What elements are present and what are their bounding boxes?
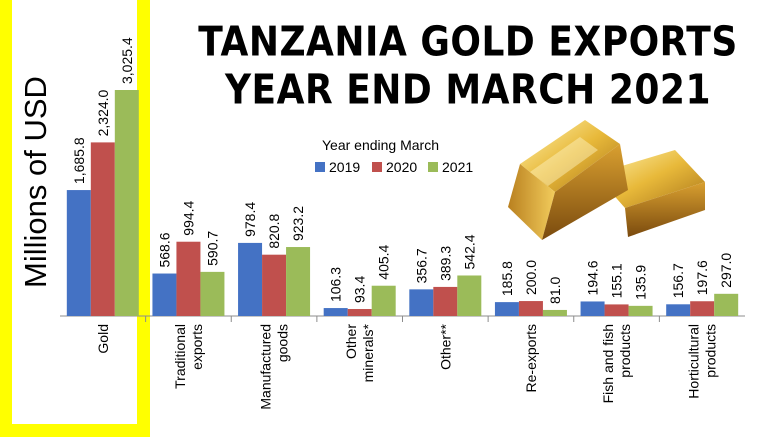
category-label-7-0: Horticultural bbox=[686, 324, 702, 399]
data-label-2021-6: 135.9 bbox=[633, 265, 649, 300]
data-label-2019-7: 156.7 bbox=[670, 263, 686, 298]
bar-2020-0 bbox=[90, 142, 115, 316]
bar-2021-1 bbox=[200, 271, 225, 316]
data-label-2020-0: 2,324.0 bbox=[95, 89, 111, 136]
bar-2020-6 bbox=[604, 304, 629, 316]
category-label-4-0: Other** bbox=[437, 323, 453, 369]
bar-2021-7 bbox=[714, 293, 739, 316]
chart-title-line-2: YEAR END MARCH 2021 bbox=[224, 66, 712, 115]
legend-title: Year ending March bbox=[322, 137, 440, 153]
data-label-2020-2: 820.8 bbox=[266, 213, 282, 248]
data-label-2020-6: 155.1 bbox=[609, 263, 625, 298]
category-label-1-0: Traditional bbox=[172, 324, 188, 389]
data-label-2019-1: 568.6 bbox=[156, 232, 172, 267]
category-label-6-1: products bbox=[617, 324, 633, 378]
bar-2019-3 bbox=[323, 308, 348, 316]
category-label-3-0: Other bbox=[343, 324, 359, 359]
bar-2020-4 bbox=[433, 286, 458, 316]
legend-swatch-2021 bbox=[428, 162, 438, 172]
data-label-2021-5: 81.0 bbox=[547, 276, 563, 303]
bar-2019-4 bbox=[409, 289, 434, 316]
legend-label-2020: 2020 bbox=[386, 159, 418, 175]
legend-item-2021: 2021 bbox=[428, 159, 473, 175]
bar-2021-5 bbox=[542, 309, 567, 316]
legend-item-2020: 2020 bbox=[372, 159, 417, 175]
category-label-2-1: goods bbox=[275, 324, 291, 362]
data-label-2019-6: 194.6 bbox=[585, 260, 601, 295]
data-label-2019-3: 106.3 bbox=[328, 267, 344, 302]
data-label-2021-4: 542.4 bbox=[461, 234, 477, 269]
data-label-2021-2: 923.2 bbox=[290, 206, 306, 241]
data-label-2019-4: 356.7 bbox=[413, 248, 429, 283]
data-label-2021-7: 297.0 bbox=[718, 253, 734, 288]
bar-2020-5 bbox=[518, 301, 543, 316]
bar-2019-0 bbox=[66, 190, 91, 316]
bar-2019-7 bbox=[666, 304, 691, 316]
bar-2021-6 bbox=[628, 305, 653, 316]
bar-2020-1 bbox=[176, 241, 201, 316]
category-label-3-1: minerals* bbox=[360, 323, 376, 382]
category-label-7-1: products bbox=[703, 324, 719, 378]
bar-2019-5 bbox=[494, 302, 519, 316]
bar-2019-2 bbox=[238, 242, 263, 316]
data-label-2020-1: 994.4 bbox=[180, 200, 196, 235]
bar-2020-7 bbox=[690, 301, 715, 316]
legend-item-2019: 2019 bbox=[315, 159, 360, 175]
bar-2021-2 bbox=[286, 247, 311, 316]
data-label-2021-0: 3,025.4 bbox=[119, 37, 135, 84]
data-label-2020-4: 389.3 bbox=[437, 246, 453, 281]
data-label-2021-3: 405.4 bbox=[376, 244, 392, 279]
category-label-5-0: Re-exports bbox=[523, 324, 539, 392]
data-label-2019-0: 1,685.8 bbox=[71, 137, 87, 184]
data-label-2020-5: 200.0 bbox=[523, 260, 539, 295]
category-label-1-1: exports bbox=[189, 324, 205, 370]
bar-2019-6 bbox=[580, 301, 605, 316]
bar-2021-3 bbox=[371, 285, 396, 316]
bar-2020-2 bbox=[262, 254, 287, 316]
bar-2019-1 bbox=[152, 273, 177, 316]
gold-bars-icon bbox=[508, 120, 705, 240]
bar-2021-4 bbox=[457, 275, 482, 316]
chart-title-line-1: TANZANIA GOLD EXPORTS bbox=[198, 18, 738, 67]
data-label-2021-1: 590.7 bbox=[204, 231, 220, 266]
legend-label-2019: 2019 bbox=[329, 159, 361, 175]
category-label-6-0: Fish and fish bbox=[600, 324, 616, 403]
category-label-2-0: Manufactured bbox=[258, 324, 274, 410]
data-label-2020-3: 93.4 bbox=[352, 276, 368, 303]
legend-label-2021: 2021 bbox=[442, 159, 474, 175]
data-label-2020-7: 197.6 bbox=[694, 260, 710, 295]
data-label-2019-2: 978.4 bbox=[242, 202, 258, 237]
category-label-0-0: Gold bbox=[95, 324, 111, 354]
bar-2021-0 bbox=[114, 90, 139, 316]
legend-swatch-2019 bbox=[315, 162, 325, 172]
data-label-2019-5: 185.8 bbox=[499, 261, 515, 296]
bar-2020-3 bbox=[347, 309, 372, 316]
legend-swatch-2020 bbox=[372, 162, 382, 172]
